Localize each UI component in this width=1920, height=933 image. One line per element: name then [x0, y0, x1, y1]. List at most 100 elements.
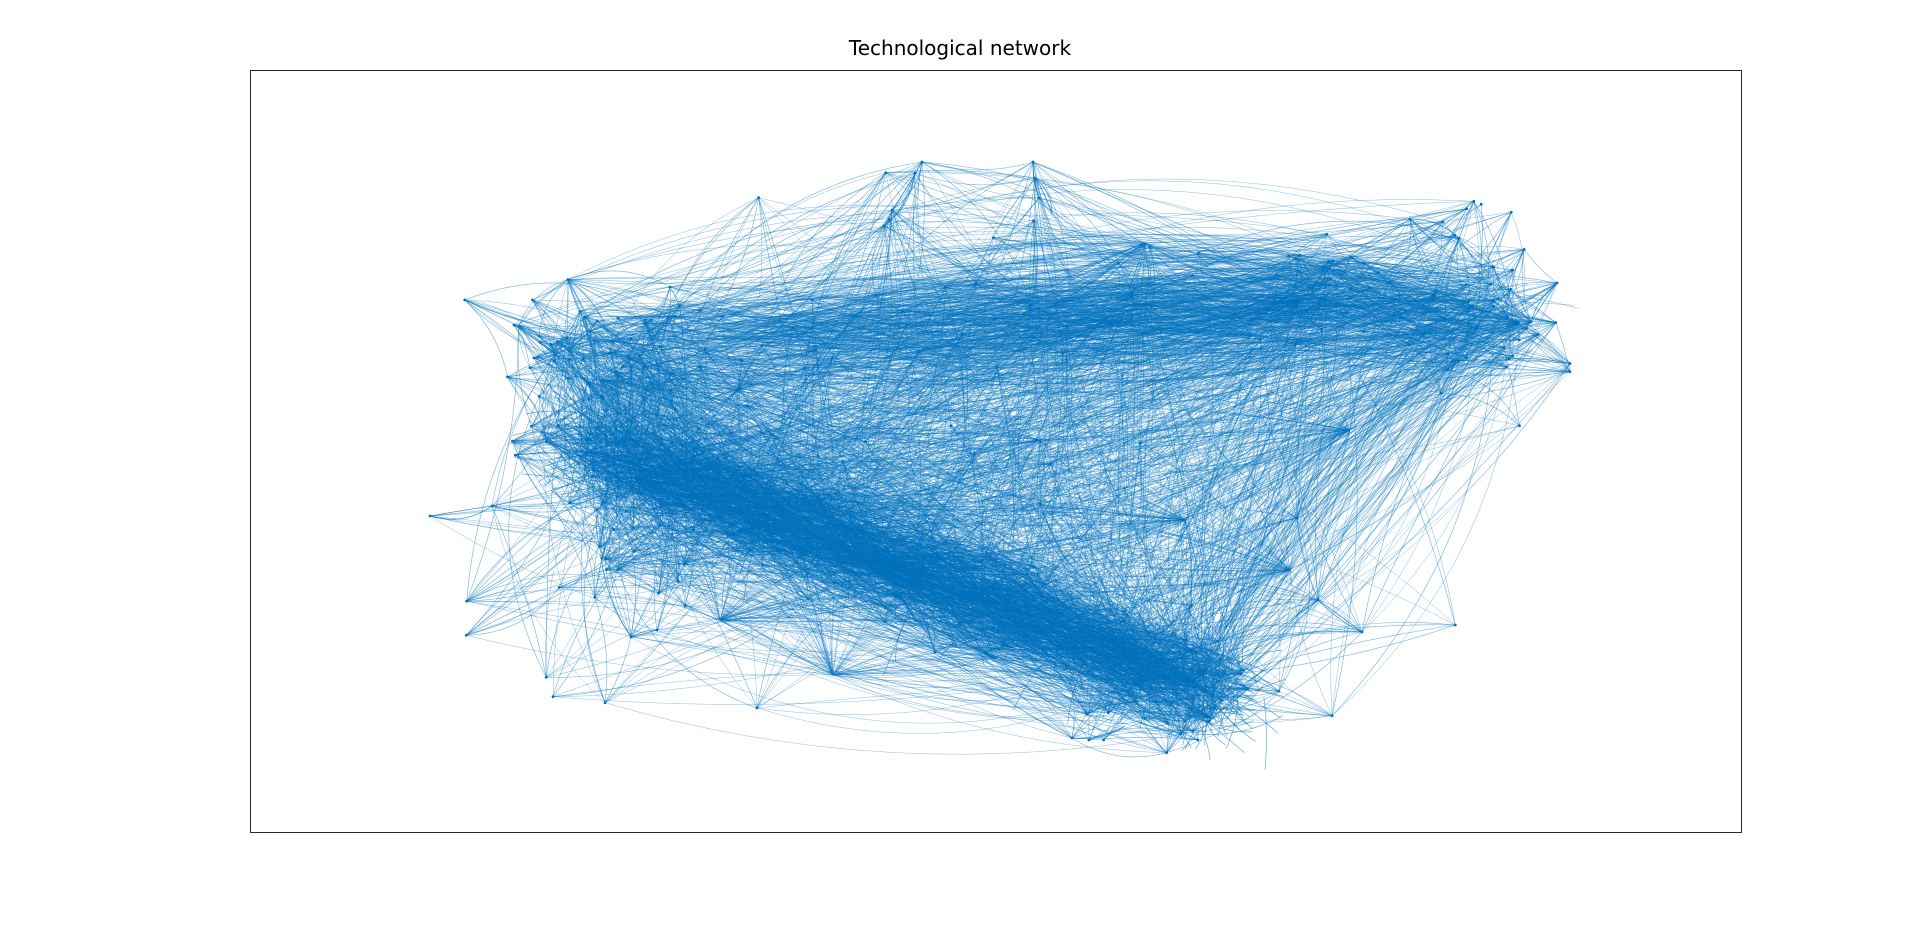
network-edge: [596, 509, 601, 547]
network-edge: [885, 172, 1444, 262]
network-edge: [993, 220, 1034, 238]
network-edge: [1166, 631, 1363, 753]
network-edge: [567, 279, 619, 377]
network-edge: [466, 325, 520, 602]
network-edge: [1133, 366, 1507, 672]
network-edge: [585, 363, 1571, 466]
network-edge: [1062, 353, 1151, 668]
network-edge: [1493, 267, 1511, 359]
network-edge: [617, 569, 758, 709]
network-edge: [1192, 249, 1525, 732]
network-edge: [545, 316, 585, 442]
network-edge: [466, 558, 606, 636]
axes-frame: [250, 70, 1742, 833]
network-edge: [1555, 322, 1571, 372]
network-edge: [466, 587, 560, 636]
network-edge: [921, 161, 1034, 171]
network-edge: [567, 225, 885, 285]
network-edge: [531, 426, 547, 443]
network-edge: [678, 581, 1146, 719]
network-edge: [1029, 220, 1052, 464]
network-edge: [856, 161, 1034, 317]
plot-title: Technological network: [848, 36, 1072, 60]
network-edge: [646, 286, 671, 324]
network-edge: [613, 529, 685, 565]
network-edge: [669, 172, 887, 288]
network-edge: [1086, 701, 1137, 715]
network-edge: [568, 311, 581, 360]
network-edge: [739, 225, 885, 389]
network-edge: [1220, 290, 1438, 660]
network-edge: [1456, 237, 1469, 302]
network-edge: [615, 481, 763, 566]
network-edge: [1071, 737, 1167, 758]
network-edge: [464, 282, 669, 318]
network-edge: [653, 508, 669, 631]
network-edge: [1361, 347, 1505, 633]
network-edge: [594, 558, 603, 598]
network-edge: [604, 636, 632, 703]
network-edge: [584, 218, 890, 318]
network-edge: [594, 597, 658, 631]
network-edge: [1185, 321, 1532, 640]
network-edge: [1506, 269, 1513, 318]
network-edge: [1190, 317, 1476, 606]
network-edge: [1408, 344, 1448, 371]
network-edge: [512, 426, 532, 442]
network-edge: [545, 546, 600, 678]
network-edge: [466, 502, 570, 602]
network-edge: [568, 366, 672, 379]
network-edge: [653, 508, 758, 709]
network-edge: [1389, 282, 1407, 312]
network-edge: [1493, 249, 1525, 268]
network-edge: [545, 337, 568, 678]
network-edge: [921, 161, 1268, 310]
network-edge: [914, 172, 1036, 186]
network-edge: [567, 205, 1119, 280]
edge-layer: [429, 161, 1580, 770]
network-edge: [464, 299, 570, 360]
network-edge: [1177, 366, 1507, 677]
network-edge: [567, 279, 612, 353]
network-edge: [884, 621, 1088, 715]
network-edge: [891, 209, 1216, 709]
network-edge: [466, 574, 659, 602]
network-edge: [1034, 177, 1511, 290]
network-edge: [605, 558, 685, 565]
network-edge: [1217, 622, 1363, 642]
network-edge: [582, 225, 885, 360]
network-edge: [1174, 295, 1435, 670]
network-edge: [518, 279, 568, 327]
network-edge: [594, 597, 608, 703]
network-edge: [545, 558, 606, 678]
network-edge: [1429, 282, 1558, 315]
network-edge: [646, 323, 672, 391]
network-edge: [1409, 218, 1493, 267]
network-edge: [1472, 305, 1571, 372]
network-edge: [1242, 366, 1507, 671]
network-edge: [529, 367, 619, 414]
network-edge: [466, 508, 654, 636]
network-edge: [1317, 599, 1363, 633]
network-edge: [717, 161, 923, 458]
network-edge: [507, 376, 547, 442]
network-edge: [1389, 218, 1412, 283]
network-edge: [1215, 690, 1280, 709]
network-edge: [921, 161, 1151, 248]
network-edge: [553, 316, 585, 362]
network-edge: [691, 315, 723, 449]
network-edge: [1331, 285, 1358, 716]
network-edge: [628, 225, 885, 356]
network-edge: [1332, 257, 1556, 323]
network-edge: [605, 558, 632, 638]
network-edge: [557, 340, 595, 345]
network-edge: [605, 558, 632, 638]
network-edge: [466, 433, 591, 636]
network-edge: [529, 358, 570, 368]
network-edge: [540, 342, 630, 359]
network-edge: [517, 325, 532, 427]
network-edge: [601, 210, 1411, 505]
network-edge: [1198, 208, 1467, 253]
network-edge: [1198, 220, 1455, 253]
